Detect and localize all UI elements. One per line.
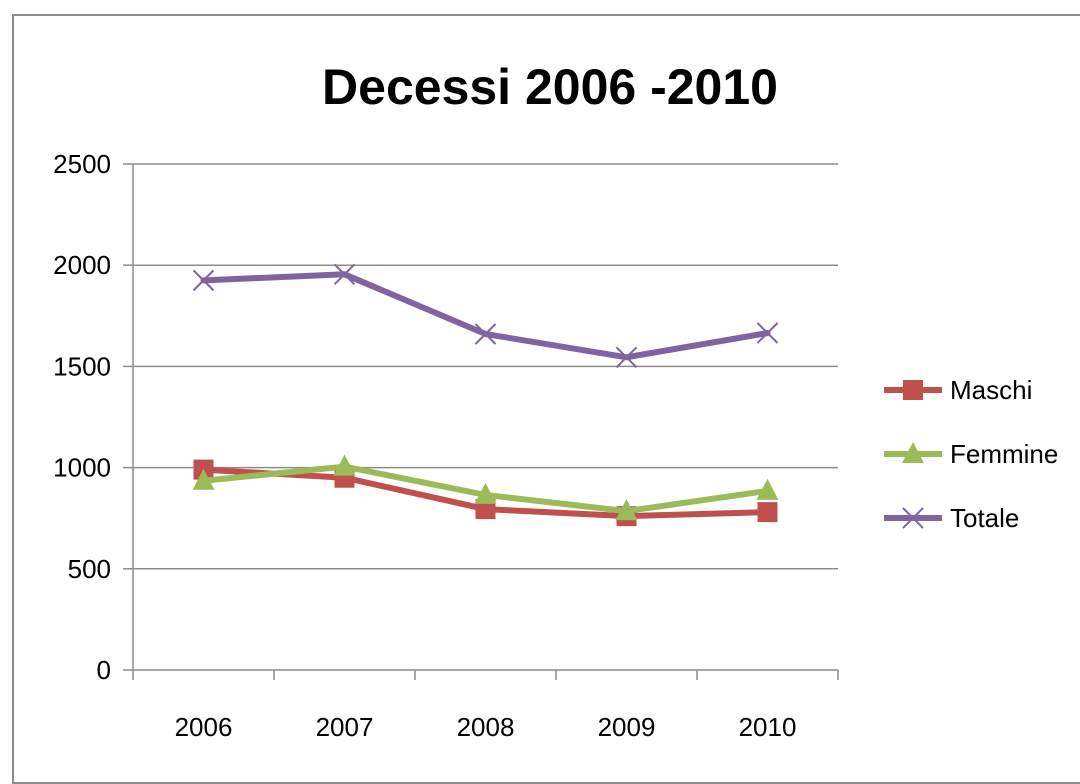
point-totale-2006 (192, 269, 215, 292)
series-line-totale (200, 271, 771, 361)
legend-item-totale: Totale (884, 503, 1019, 533)
point-femmine-2008 (474, 482, 497, 504)
x-tick-label-2008: 2008 (457, 712, 515, 742)
legend-item-maschi: Maschi (884, 375, 1032, 405)
point-totale-2010 (756, 322, 779, 344)
series-totale (192, 263, 779, 368)
legend-item-femmine: Femmine (884, 439, 1058, 469)
point-femmine-2009 (615, 499, 638, 521)
legend-marker-totale (902, 507, 924, 529)
point-femmine-2006 (192, 468, 215, 490)
point-femmine-2010 (756, 478, 779, 500)
x-tick-label-2007: 2007 (316, 712, 374, 742)
x-tick-label-2006: 2006 (175, 712, 233, 742)
legend-label-totale: Totale (950, 503, 1019, 533)
y-tick-label-1000: 1000 (53, 453, 111, 483)
legend-label-maschi: Maschi (950, 375, 1032, 405)
gridlines (133, 163, 838, 570)
y-tick-label-500: 500 (68, 554, 111, 584)
legend: Maschi Femmine Totale (884, 375, 1058, 533)
y-tick-label-2000: 2000 (53, 250, 111, 280)
point-maschi-2008 (475, 499, 496, 520)
y-tick-label-1500: 1500 (53, 351, 111, 381)
series-layer (192, 263, 779, 527)
legend-label-femmine: Femmine (950, 439, 1058, 469)
chart-frame (12, 14, 1080, 784)
point-femmine-2007 (333, 454, 356, 476)
x-tick-label-2009: 2009 (598, 712, 656, 742)
axes: 0 500 1000 1500 2000 2500 2006 2007 2008 2009 2010 (53, 149, 839, 742)
point-totale-2008 (474, 323, 497, 345)
legend-marker-maschi (903, 380, 923, 400)
chart-title: Decessi 2006 -2010 (322, 59, 778, 115)
point-totale-2007 (333, 263, 356, 286)
y-tick-label-2500: 2500 (53, 149, 111, 179)
point-totale-2009 (615, 346, 638, 368)
point-maschi-2010 (757, 502, 778, 523)
series-femmine (192, 454, 779, 521)
x-tick-label-2010: 2010 (739, 712, 797, 742)
y-tick-label-0: 0 (97, 655, 111, 685)
legend-marker-femmine (902, 442, 924, 463)
